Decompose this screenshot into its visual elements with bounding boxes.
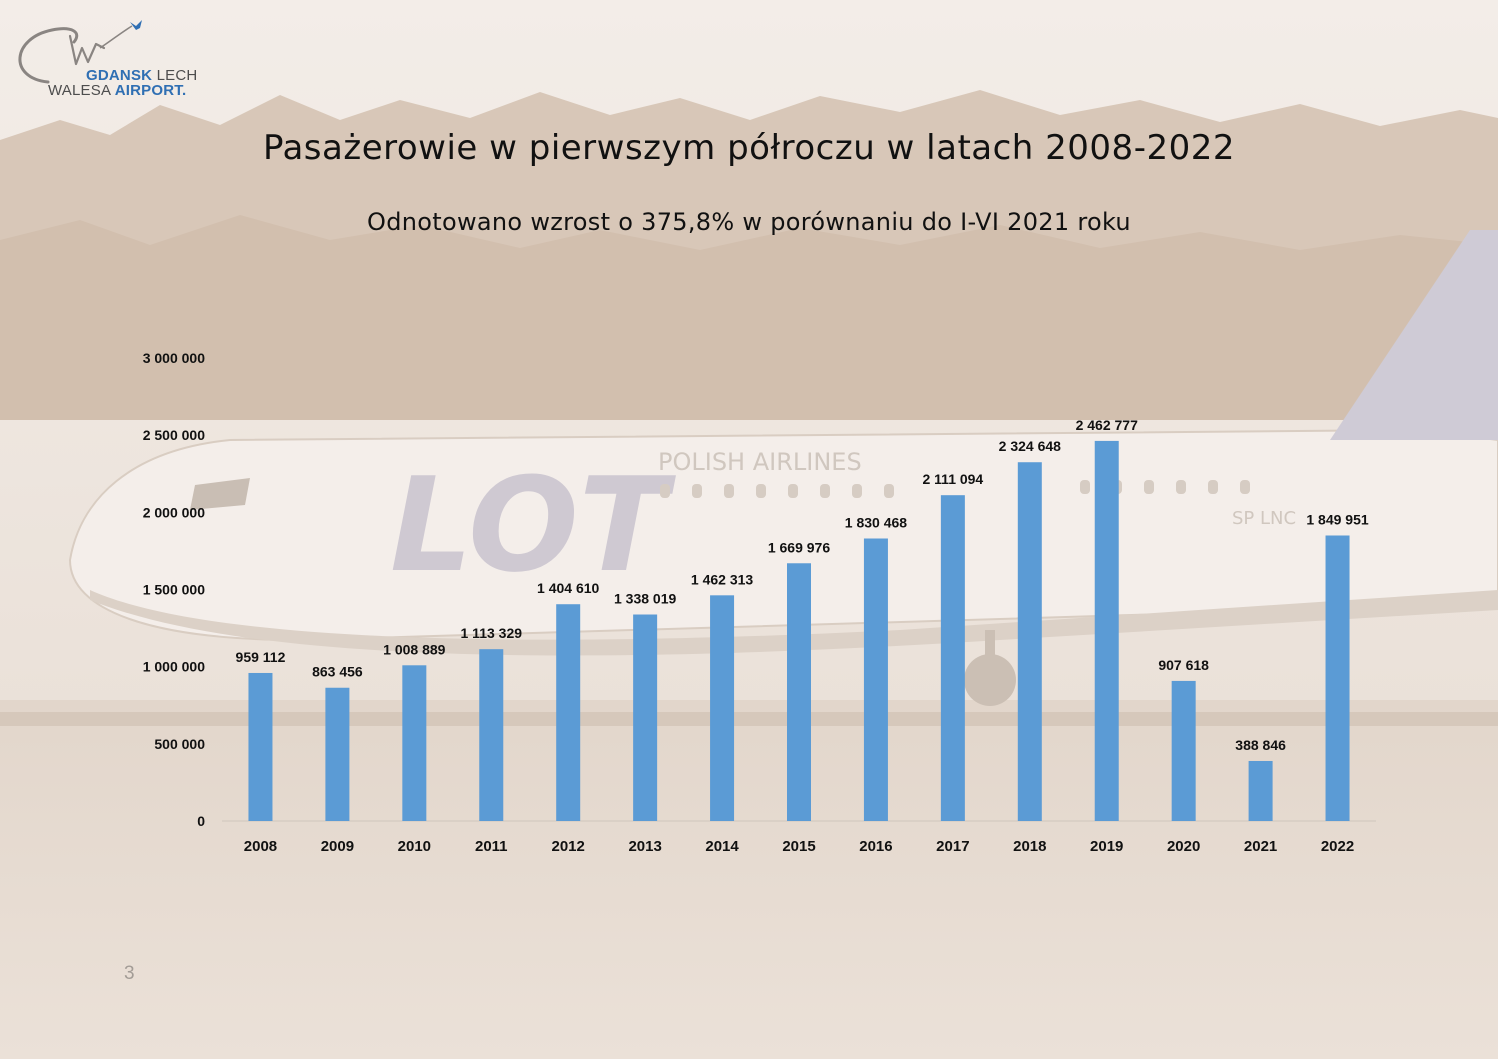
x-tick-label-2012: 2012 (552, 838, 585, 855)
airport-logo-swoosh-icon (18, 20, 142, 84)
y-tick-label: 2 000 000 (143, 504, 205, 520)
x-tick-label-2022: 2022 (1321, 838, 1354, 855)
data-label-2008: 959 112 (236, 649, 286, 665)
x-tick-label-2020: 2020 (1167, 838, 1200, 855)
x-tick-label-2019: 2019 (1090, 838, 1123, 855)
aircraft-belly (90, 590, 1498, 656)
bar-2016 (863, 538, 888, 821)
y-tick-label: 3 000 000 (143, 350, 205, 366)
x-tick-label-2016: 2016 (859, 838, 892, 855)
x-tick-label-2021: 2021 (1244, 838, 1277, 855)
bar-2017 (940, 495, 965, 821)
data-label-2016: 1 830 468 (845, 514, 907, 530)
logo-text-airport: AIRPORT. (114, 82, 187, 99)
bar-2022 (1325, 535, 1350, 821)
y-tick-label: 1 500 000 (143, 582, 205, 598)
bar-2011 (479, 649, 504, 821)
x-tick-label-2010: 2010 (398, 838, 431, 855)
airport-logo-plane-icon (130, 20, 142, 30)
aircraft-fuselage-icon (68, 428, 1498, 642)
x-tick-label-2015: 2015 (782, 838, 815, 855)
data-label-2009: 863 456 (312, 664, 363, 680)
aircraft-window-row (660, 480, 1250, 498)
aircraft-nose-window-icon (190, 478, 250, 510)
bar-2009 (325, 687, 350, 821)
bar-2020 (1171, 680, 1196, 821)
x-tick-label-2011: 2011 (475, 838, 508, 855)
airline-wordmark-logo: LOT (390, 449, 677, 601)
y-tick-label: 500 000 (154, 736, 205, 752)
data-label-2021: 388 846 (1235, 737, 1286, 753)
page-number: 3 (124, 963, 135, 984)
airport-logo: GDANSK LECH WALESA AIRPORT. (12, 18, 202, 102)
runway-strip (0, 712, 1498, 726)
data-label-2019: 2 462 777 (1076, 417, 1138, 433)
data-label-2014: 1 462 313 (691, 571, 753, 587)
logo-text-walesa: WALESA (48, 82, 111, 99)
aircraft-wheel-icon (964, 654, 1016, 706)
x-tick-label-2009: 2009 (321, 838, 354, 855)
data-label-2012: 1 404 610 (537, 580, 599, 596)
x-tick-label-2008: 2008 (244, 838, 277, 855)
aircraft-registration-text: SP LNC (1232, 508, 1296, 529)
x-tick-label-2018: 2018 (1013, 838, 1046, 855)
x-tick-label-2017: 2017 (936, 838, 969, 855)
data-label-2010: 1 008 889 (383, 641, 445, 657)
x-tick-label-2013: 2013 (628, 838, 661, 855)
bar-2010 (402, 665, 427, 821)
page-subtitle: Odnotowano wzrost o 375,8% w porównaniu … (367, 208, 1131, 236)
treeline-dark (0, 215, 1498, 420)
bar-2019 (1094, 440, 1119, 821)
bar-2014 (710, 595, 735, 821)
data-label-2018: 2 324 648 (999, 438, 1061, 454)
data-label-2013: 1 338 019 (614, 590, 676, 606)
aircraft-tail-icon (1330, 230, 1498, 440)
data-label-2015: 1 669 976 (768, 539, 830, 555)
y-tick-label: 1 000 000 (143, 659, 205, 675)
bar-2008 (248, 672, 273, 821)
data-label-2020: 907 618 (1158, 657, 1209, 673)
data-label-2022: 1 849 951 (1306, 511, 1368, 527)
bar-2021 (1248, 760, 1273, 821)
logo-text-gdansk: GDANSK (86, 67, 153, 84)
airline-name-text: POLISH AIRLINES (658, 448, 862, 476)
aircraft-landing-gear (985, 630, 995, 670)
data-label-2017: 2 111 094 (922, 471, 983, 487)
y-tick-label: 0 (197, 813, 205, 829)
bar-2018 (1017, 462, 1042, 821)
x-tick-label-2014: 2014 (705, 838, 739, 855)
logo-line1: GDANSK LECH (86, 67, 197, 84)
y-tick-label: 2 500 000 (143, 427, 205, 443)
logo-line2: WALESA AIRPORT. (48, 82, 186, 99)
logo-text-lech: LECH (156, 67, 198, 84)
data-label-2011: 1 113 329 (461, 625, 523, 641)
bar-2015 (787, 563, 811, 821)
bar-2012 (556, 604, 581, 821)
page-title: Pasażerowie w pierwszym półroczu w latac… (262, 128, 1235, 168)
bar-2013 (633, 614, 658, 821)
